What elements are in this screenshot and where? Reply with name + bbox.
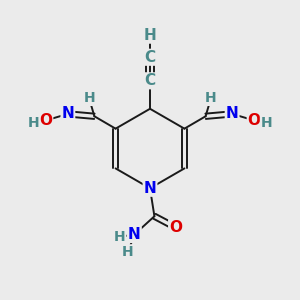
Text: H: H [144, 28, 156, 43]
Text: H: H [28, 116, 39, 130]
Text: O: O [39, 113, 52, 128]
Text: N: N [128, 227, 141, 242]
Text: H: H [261, 116, 272, 130]
Text: H: H [83, 91, 95, 105]
Text: H: H [114, 230, 125, 244]
Text: N: N [144, 181, 156, 196]
Text: N: N [226, 106, 238, 122]
Text: O: O [248, 113, 261, 128]
Text: H: H [205, 91, 217, 105]
Text: C: C [144, 50, 156, 65]
Text: H: H [122, 245, 134, 259]
Text: C: C [144, 73, 156, 88]
Text: N: N [61, 106, 74, 122]
Text: O: O [169, 220, 182, 235]
